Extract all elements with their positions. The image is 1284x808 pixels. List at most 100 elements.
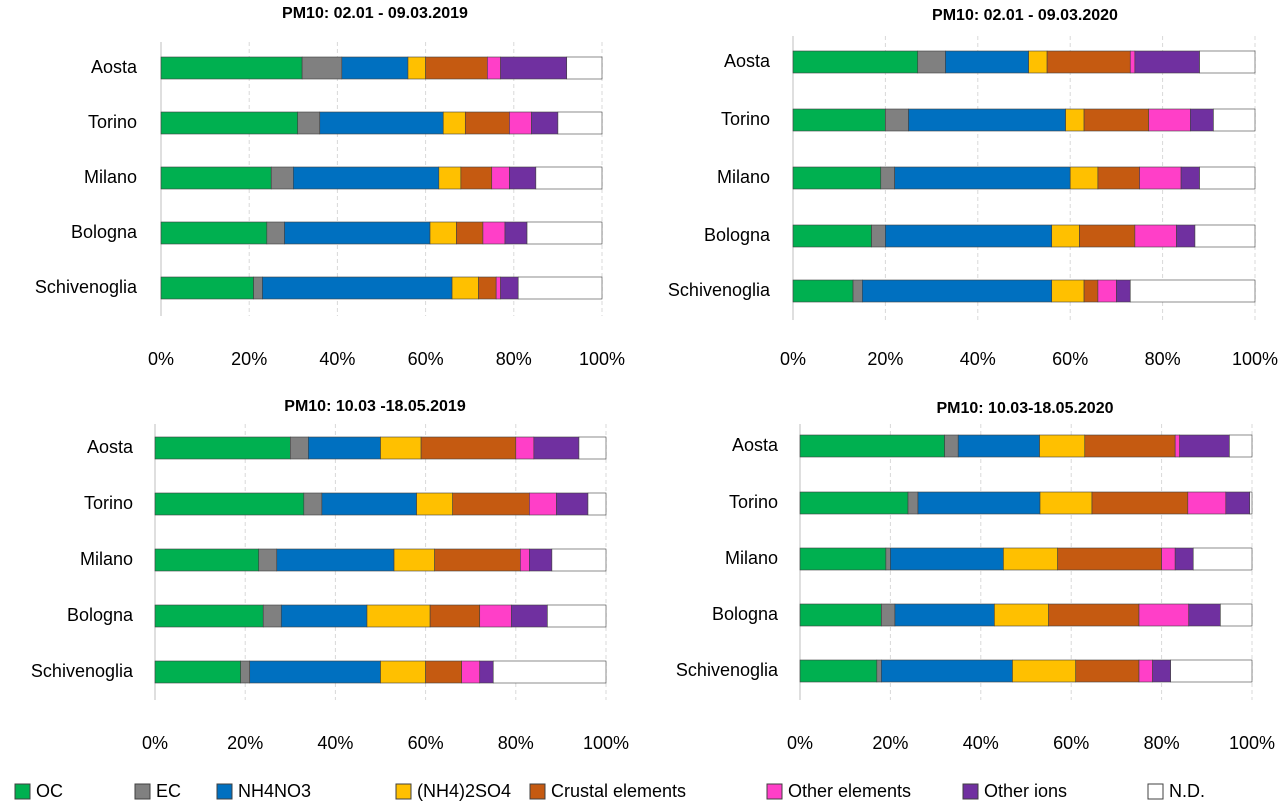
bar-segment bbox=[1039, 434, 1086, 458]
bar-segment bbox=[1084, 434, 1176, 458]
bar-segment bbox=[1091, 491, 1189, 515]
bar-segment bbox=[500, 276, 519, 300]
x-tick-label: 40% bbox=[963, 733, 999, 753]
category-label: Schivenoglia bbox=[668, 280, 771, 300]
x-tick-label: 0% bbox=[787, 733, 813, 753]
chart-title: PM10: 02.01 - 09.03.2019 bbox=[282, 5, 468, 22]
bar-segment bbox=[154, 436, 291, 460]
panel: PM10: 10.03 -18.05.2019 0% 20% 40% 60% 80% 100… bbox=[31, 398, 629, 753]
bar-segment bbox=[880, 166, 895, 190]
bar-segment bbox=[1116, 279, 1131, 303]
category-label: Torino bbox=[84, 493, 133, 513]
bar-segment bbox=[321, 492, 417, 516]
category-label: Bologna bbox=[712, 604, 779, 624]
bar-segment bbox=[284, 221, 431, 245]
bar-segment bbox=[957, 434, 1040, 458]
bar-segment bbox=[890, 547, 1004, 571]
bar-segment bbox=[1083, 279, 1099, 303]
x-tick-label: 20% bbox=[231, 349, 267, 369]
category-label: Milano bbox=[725, 548, 778, 568]
bar-segment bbox=[852, 279, 863, 303]
bar-segment bbox=[529, 548, 553, 572]
bar-segment bbox=[1097, 166, 1140, 190]
bar-segment bbox=[154, 604, 264, 628]
bar-segment bbox=[420, 436, 517, 460]
legend-swatch bbox=[529, 783, 546, 800]
legend-label: Other elements bbox=[788, 781, 911, 801]
bar-segment bbox=[792, 50, 919, 74]
x-tick-label: 100% bbox=[1232, 349, 1278, 369]
x-tick-label: 40% bbox=[960, 349, 996, 369]
category-label: Schivenoglia bbox=[35, 277, 138, 297]
bar-segment bbox=[885, 108, 909, 132]
bar-segment bbox=[1225, 491, 1251, 515]
category-label: Torino bbox=[729, 492, 778, 512]
bar-segment bbox=[452, 492, 530, 516]
legend-label: OC bbox=[36, 781, 63, 801]
bar-segment bbox=[1012, 659, 1077, 683]
chart-title: PM10: 02.01 - 09.03.2020 bbox=[932, 7, 1118, 24]
x-tick-label: 60% bbox=[1053, 733, 1089, 753]
legend-swatch bbox=[1147, 783, 1164, 800]
category-label: Schivenoglia bbox=[31, 661, 134, 681]
bar-segment bbox=[442, 111, 466, 135]
bar-segment bbox=[429, 221, 457, 245]
bar-segment bbox=[885, 224, 1053, 248]
bar-segment bbox=[894, 603, 995, 627]
bar-segment bbox=[434, 548, 521, 572]
bar-segment bbox=[520, 548, 530, 572]
bar-segment bbox=[303, 492, 323, 516]
bar-segment bbox=[515, 436, 535, 460]
bar-segment bbox=[1048, 603, 1140, 627]
x-tick-label: 60% bbox=[408, 349, 444, 369]
bar-segment bbox=[529, 492, 557, 516]
bar-segment bbox=[1190, 108, 1214, 132]
bar-segment bbox=[456, 221, 484, 245]
x-tick-label: 60% bbox=[1052, 349, 1088, 369]
bar-segment bbox=[533, 436, 580, 460]
bar-segment bbox=[799, 659, 878, 683]
bar-segment bbox=[425, 56, 488, 80]
bar-segment bbox=[1174, 434, 1180, 458]
bar-segment bbox=[495, 276, 501, 300]
legend-label: NH4NO3 bbox=[238, 781, 311, 801]
x-tick-label: 60% bbox=[408, 733, 444, 753]
bar-segment bbox=[240, 660, 251, 684]
bar-segment bbox=[438, 166, 462, 190]
bar-segment bbox=[557, 111, 603, 135]
legend-swatch bbox=[962, 783, 979, 800]
bar-segment bbox=[526, 221, 603, 245]
x-tick-label: 80% bbox=[1145, 349, 1181, 369]
bar-segment bbox=[262, 604, 282, 628]
bar-segment bbox=[461, 660, 481, 684]
legend-swatch bbox=[395, 783, 412, 800]
bar-segment bbox=[487, 56, 501, 80]
x-tick-label: 100% bbox=[583, 733, 629, 753]
bar-segment bbox=[407, 56, 426, 80]
bar-segment bbox=[1083, 108, 1150, 132]
category-label: Bologna bbox=[67, 605, 134, 625]
category-label: Bologna bbox=[704, 225, 771, 245]
bar-segment bbox=[1192, 547, 1253, 571]
bar-segment bbox=[160, 221, 268, 245]
bar-segment bbox=[1138, 603, 1190, 627]
bar-segment bbox=[154, 492, 305, 516]
category-label: Aosta bbox=[87, 437, 134, 457]
bar-segment bbox=[1129, 50, 1136, 74]
bar-segment bbox=[451, 276, 479, 300]
bar-segment bbox=[504, 221, 528, 245]
bar-segment bbox=[587, 492, 607, 516]
legend-swatch bbox=[134, 783, 151, 800]
bar-segment bbox=[1213, 108, 1256, 132]
x-tick-label: 20% bbox=[872, 733, 908, 753]
bar-segment bbox=[154, 548, 260, 572]
bar-segment bbox=[460, 166, 493, 190]
bar-segment bbox=[479, 660, 494, 684]
bar-segment bbox=[917, 50, 946, 74]
bar-segment bbox=[341, 56, 409, 80]
x-tick-label: 20% bbox=[867, 349, 903, 369]
category-label: Bologna bbox=[71, 222, 138, 242]
chart-title: PM10: 10.03-18.05.2020 bbox=[936, 400, 1113, 417]
bar-segment bbox=[492, 660, 607, 684]
